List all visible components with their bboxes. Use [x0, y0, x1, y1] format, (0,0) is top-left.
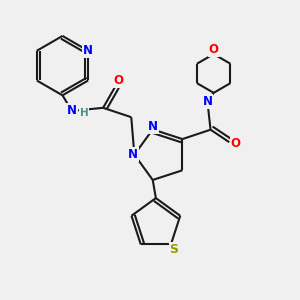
Text: N: N — [83, 44, 93, 57]
Text: N: N — [202, 95, 212, 108]
Text: O: O — [231, 137, 241, 150]
Text: H: H — [80, 107, 88, 118]
Text: N: N — [128, 148, 138, 161]
Text: N: N — [67, 104, 77, 117]
Text: O: O — [114, 74, 124, 87]
Text: O: O — [209, 43, 219, 56]
Text: S: S — [169, 243, 178, 256]
Text: N: N — [148, 120, 158, 133]
